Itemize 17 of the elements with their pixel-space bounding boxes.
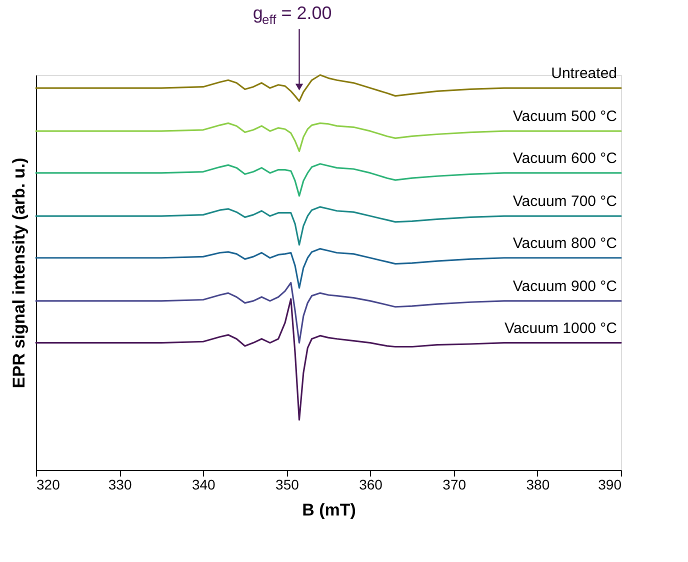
series-label: Vacuum 900 °C [512,278,618,295]
x-axis-title: B (mT) [302,500,356,520]
y-axis-title: EPR signal intensity (arb. u.) [10,158,28,388]
series-label: Vacuum 700 °C [512,193,618,210]
series-label: Vacuum 1000 °C [504,320,618,337]
x-tick-label: 360 [359,476,383,492]
series-label: Vacuum 600 °C [512,150,618,167]
x-tick-label: 330 [108,476,132,492]
series-label: Untreated [551,65,617,82]
x-tick-label: 350 [276,476,300,492]
x-tick-label: 380 [526,476,550,492]
series-label: Vacuum 800 °C [512,234,618,252]
series-label: Vacuum 500 °C [512,108,618,126]
x-tick-label: 340 [192,476,216,492]
x-tick-label: 390 [598,476,622,492]
x-tick-label: 370 [442,476,466,492]
x-tick-label: 320 [36,476,60,492]
